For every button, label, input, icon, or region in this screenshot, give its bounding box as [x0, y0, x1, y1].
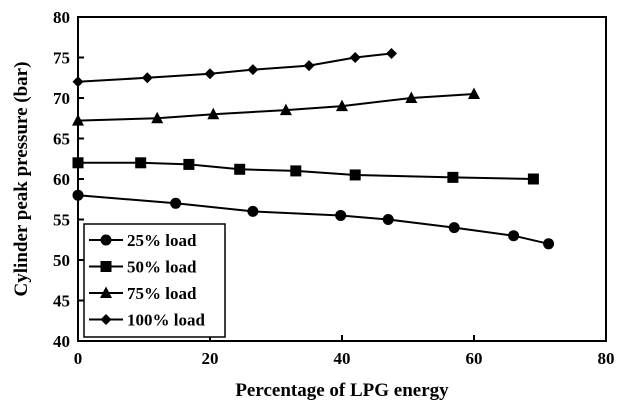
legend-label: 100% load — [127, 311, 205, 330]
x-tick-label: 60 — [466, 349, 483, 368]
circle-marker — [100, 234, 112, 246]
circle-marker — [247, 205, 259, 217]
circle-marker — [72, 189, 84, 201]
square-marker — [135, 157, 147, 169]
x-tick-label: 0 — [74, 349, 83, 368]
circle-marker — [543, 238, 555, 250]
x-tick-label: 80 — [598, 349, 615, 368]
square-marker — [183, 158, 195, 170]
legend-label: 50% load — [127, 258, 197, 277]
diamond-marker — [303, 60, 315, 72]
y-tick-label: 75 — [53, 49, 70, 68]
circle-marker — [382, 214, 394, 225]
triangle-marker — [207, 107, 220, 120]
diamond-marker — [204, 68, 216, 80]
triangle-marker — [72, 114, 84, 126]
y-tick-label: 55 — [53, 211, 70, 230]
x-axis-title: Percentage of LPG energy — [235, 380, 449, 401]
y-tick-label: 60 — [53, 170, 70, 189]
legend-label: 75% load — [127, 284, 197, 303]
circle-marker — [508, 230, 520, 242]
y-tick-label: 70 — [53, 89, 70, 108]
legend-entry: 75% load — [89, 284, 197, 303]
triangle-marker — [336, 99, 348, 112]
legend-label: 25% load — [127, 231, 197, 250]
y-tick-label: 50 — [53, 251, 70, 270]
series-line — [77, 194, 549, 245]
axes: 40 45 50 55 60 65 70 75 80 0 20 40 60 80 — [53, 8, 615, 368]
legend-entry: 25% load — [89, 231, 197, 250]
series-line — [77, 52, 392, 83]
diamond-marker — [247, 64, 259, 76]
square-marker — [447, 171, 459, 183]
circle-marker — [170, 197, 182, 209]
diamond-marker — [386, 47, 397, 59]
x-tick-label: 40 — [334, 349, 351, 368]
x-tick-label: 20 — [202, 349, 219, 368]
series-1 — [72, 189, 555, 250]
legend-entry: 100% load — [89, 311, 205, 330]
circle-marker — [335, 209, 347, 221]
y-tick-label: 40 — [53, 332, 70, 351]
square-marker — [100, 261, 112, 272]
triangle-marker — [405, 91, 418, 103]
diamond-marker — [100, 314, 112, 325]
y-axis-title: Cylinder peak pressure (bar) — [11, 62, 32, 297]
legend-entry: 50% load — [89, 258, 197, 277]
square-marker — [234, 163, 246, 175]
series-line — [78, 161, 534, 180]
square-marker — [72, 157, 84, 169]
triangle-marker — [279, 103, 292, 116]
series-4 — [72, 47, 397, 88]
diamond-marker — [72, 76, 84, 88]
diamond-marker — [349, 52, 361, 63]
series-2 — [72, 157, 539, 185]
y-tick-label: 65 — [53, 130, 70, 149]
legend: 25% load 50% load 75% load 100% load — [83, 223, 226, 338]
triangle-marker — [468, 87, 480, 99]
diamond-marker — [141, 72, 153, 84]
square-marker — [527, 173, 539, 185]
y-tick-label: 45 — [53, 292, 70, 311]
circle-marker — [448, 222, 460, 234]
square-marker — [290, 165, 302, 177]
y-tick-label: 80 — [53, 8, 70, 27]
triangle-marker — [151, 111, 164, 124]
series-layer — [72, 47, 555, 250]
series-3 — [72, 87, 480, 126]
triangle-marker — [100, 286, 112, 298]
square-marker — [349, 169, 361, 181]
